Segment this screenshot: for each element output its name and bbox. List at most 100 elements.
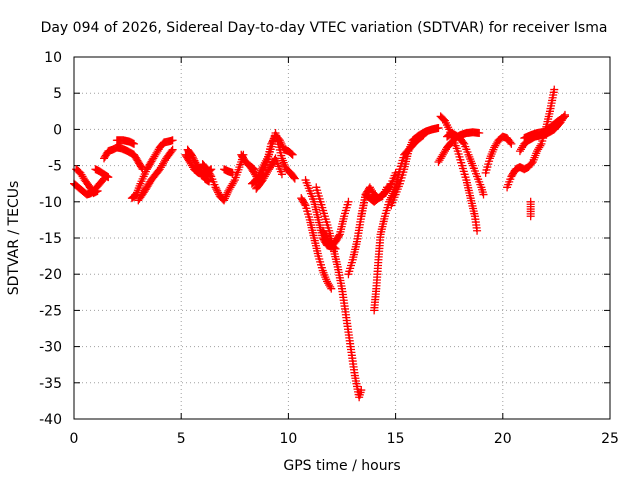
y-tick-label: -25: [39, 303, 62, 319]
data-point: [214, 188, 223, 197]
data-point: [357, 386, 366, 395]
data-point: [130, 139, 139, 148]
data-point: [526, 212, 535, 221]
data-point: [331, 244, 340, 253]
x-axis-label: GPS time / hours: [283, 458, 400, 474]
series-arc13: [247, 129, 299, 188]
data-point: [290, 174, 299, 183]
data-point: [327, 284, 336, 293]
data-point: [330, 243, 339, 252]
y-tick-label: -35: [39, 376, 62, 392]
data-point: [257, 164, 266, 173]
chart-title: Day 094 of 2026, Sidereal Day-to-day VTE…: [41, 20, 608, 36]
data-point: [277, 170, 286, 179]
data-point: [344, 197, 353, 206]
data-point: [264, 167, 273, 176]
y-tick-label: -40: [39, 412, 62, 428]
data-point: [222, 190, 231, 199]
series-arc14: [252, 154, 286, 193]
data-point: [473, 226, 482, 235]
data-point: [254, 172, 263, 181]
series-arc17: [312, 183, 366, 402]
plot-frame: [73, 56, 611, 420]
series-arc7: [134, 145, 177, 205]
data-point: [212, 185, 221, 194]
series-arc22: [387, 123, 443, 210]
data-point: [249, 164, 258, 173]
grid: [74, 57, 610, 419]
series-arc30: [526, 197, 535, 221]
series-arc11: [220, 165, 237, 177]
y-tick-label: -20: [39, 267, 62, 283]
series-arc29: [520, 112, 569, 143]
data-point: [255, 168, 264, 177]
data-point: [550, 85, 559, 94]
data-point: [527, 159, 536, 168]
data-point: [93, 186, 102, 195]
series-arc26: [481, 132, 516, 177]
y-tick-label: -10: [39, 195, 62, 211]
data-point: [248, 163, 257, 172]
data-point: [560, 112, 569, 121]
axis-ticks: 0 5 10 15 20 25 -40 -35 -30 -25 -20 -15 -10 -5 0 5 10: [39, 50, 619, 447]
data-point: [220, 194, 229, 203]
series-arc31: [237, 150, 259, 174]
data-point: [536, 141, 545, 150]
series-arc4: [100, 143, 147, 174]
data-point: [221, 192, 230, 201]
data-point: [189, 154, 198, 163]
data-point: [254, 170, 263, 179]
series-arc20: [357, 168, 400, 221]
series-arc27: [503, 85, 559, 192]
x-tick-label: 25: [601, 431, 619, 447]
data-point: [334, 231, 343, 240]
data-point: [256, 166, 265, 175]
y-tick-label: 5: [53, 86, 62, 102]
data-point: [287, 149, 296, 158]
data-point: [168, 136, 177, 145]
data-point: [434, 123, 443, 132]
series-arc5: [112, 136, 139, 148]
x-tick-label: 5: [177, 431, 186, 447]
data-point: [213, 186, 222, 195]
data-point: [506, 138, 515, 147]
series-arc21: [370, 131, 428, 315]
y-tick-label: -30: [39, 340, 62, 356]
data-point: [188, 153, 197, 162]
y-tick-label: -15: [39, 231, 62, 247]
series-arc3: [91, 165, 113, 182]
y-tick-label: 0: [53, 122, 62, 138]
data-marks: [70, 85, 569, 402]
data-point: [229, 177, 238, 186]
data-point: [300, 199, 309, 208]
x-tick-label: 0: [70, 431, 79, 447]
data-point: [250, 165, 259, 174]
data-point: [288, 150, 297, 159]
data-point: [289, 173, 298, 182]
series-arc2: [72, 165, 102, 198]
data-point: [220, 196, 229, 205]
x-tick-label: 15: [387, 431, 405, 447]
y-tick-label: -5: [48, 159, 62, 175]
data-point: [479, 190, 488, 199]
data-point: [223, 188, 232, 197]
data-point: [187, 151, 196, 160]
data-point: [211, 183, 220, 192]
data-point: [206, 171, 215, 180]
data-point: [459, 138, 468, 147]
data-point: [190, 156, 199, 165]
data-point: [475, 129, 484, 138]
data-point: [148, 155, 157, 164]
data-point: [559, 113, 568, 122]
series-arc25: [443, 129, 488, 199]
data-point: [167, 147, 176, 156]
x-tick-label: 20: [494, 431, 512, 447]
y-axis-label: SDTVAR / TECUs: [6, 181, 22, 296]
series-arc23: [434, 128, 484, 166]
data-point: [326, 282, 335, 291]
series-arc18: [318, 226, 340, 253]
data-point: [168, 145, 177, 154]
x-tick-label: 10: [279, 431, 297, 447]
y-tick-label: 10: [44, 50, 62, 66]
